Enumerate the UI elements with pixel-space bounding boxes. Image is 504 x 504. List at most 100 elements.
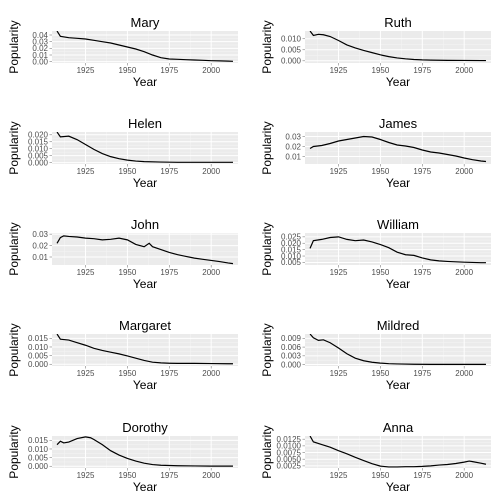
series-line-john xyxy=(56,235,234,265)
x-tick-label: 1975 xyxy=(160,471,178,480)
series-line-ruth xyxy=(309,31,486,62)
y-tick-label: 0.010 xyxy=(28,343,49,352)
panel-title: Dorothy xyxy=(122,420,168,435)
x-tick-label: 1950 xyxy=(372,268,390,277)
plot-background xyxy=(52,436,238,468)
y-tick-label: 0.01 xyxy=(32,51,48,60)
x-tick-label: 2000 xyxy=(202,167,220,176)
x-axis-title: Year xyxy=(133,176,157,190)
x-axis-title: Year xyxy=(386,75,410,89)
plot-background xyxy=(305,233,491,265)
y-tick-label: 0.010 xyxy=(281,252,302,261)
y-tick-label: 0.020 xyxy=(281,239,302,248)
x-tick-label: 2000 xyxy=(202,369,220,378)
y-tick-label: 0.04 xyxy=(32,31,48,40)
x-axis-title: Year xyxy=(386,277,410,291)
plot-background xyxy=(52,132,238,164)
y-tick-label: 0.010 xyxy=(28,144,49,153)
x-tick-label: 1975 xyxy=(413,268,431,277)
panel-title: William xyxy=(377,217,419,232)
series-line-helen xyxy=(56,132,233,163)
x-tick-label: 2000 xyxy=(455,369,473,378)
y-tick-label: 0.015 xyxy=(28,436,49,445)
y-tick-label: 0.03 xyxy=(32,230,48,239)
y-axis-title: Popularity xyxy=(260,323,274,376)
x-tick-label: 2000 xyxy=(202,268,220,277)
panel-title: Mildred xyxy=(377,318,420,333)
x-axis-title: Year xyxy=(386,480,410,494)
x-tick-label: 2000 xyxy=(202,66,220,75)
y-tick-label: 0.005 xyxy=(28,351,49,360)
x-tick-label: 1925 xyxy=(77,471,95,480)
y-tick-label: 0.0100 xyxy=(277,442,302,451)
panel-title: Ruth xyxy=(384,15,411,30)
x-tick-label: 1950 xyxy=(119,471,137,480)
x-tick-label: 1950 xyxy=(372,66,390,75)
x-tick-label: 1975 xyxy=(160,167,178,176)
panel-james: 1925 1950 1975 2000 0.010.020.03 James Year Pop… xyxy=(260,116,491,190)
y-tick-label: 0.000 xyxy=(28,158,49,167)
y-tick-label: 0.00 xyxy=(32,57,48,66)
y-tick-label: 0.005 xyxy=(28,151,49,160)
y-tick-label: 0.005 xyxy=(28,453,49,462)
x-tick-label: 1925 xyxy=(77,167,95,176)
x-tick-label: 1950 xyxy=(372,369,390,378)
y-tick-label: 0.025 xyxy=(281,233,302,242)
y-tick-label: 0.000 xyxy=(281,360,302,369)
y-tick-label: 0.0125 xyxy=(277,435,302,444)
panel-title: John xyxy=(131,217,159,232)
y-axis-title: Popularity xyxy=(260,20,274,73)
x-tick-label: 2000 xyxy=(202,471,220,480)
x-tick-label: 1975 xyxy=(160,369,178,378)
plot-background xyxy=(305,436,491,468)
x-tick-label: 1925 xyxy=(330,268,348,277)
y-tick-label: 0.000 xyxy=(28,360,49,369)
series-line-mary xyxy=(56,31,233,62)
y-tick-label: 0.01 xyxy=(32,253,48,262)
x-tick-label: 1975 xyxy=(413,66,431,75)
y-tick-label: 0.02 xyxy=(32,44,48,53)
series-line-anna xyxy=(309,436,487,468)
y-tick-label: 0.01 xyxy=(285,152,301,161)
y-axis-title: Popularity xyxy=(260,121,274,174)
x-tick-label: 1925 xyxy=(330,66,348,75)
x-axis-title: Year xyxy=(386,378,410,392)
x-tick-label: 2000 xyxy=(455,268,473,277)
panel-title: Margaret xyxy=(119,318,171,333)
y-tick-label: 0.009 xyxy=(281,334,302,343)
y-tick-label: 0.006 xyxy=(281,343,302,352)
x-tick-label: 1975 xyxy=(160,268,178,277)
x-tick-label: 1950 xyxy=(119,66,137,75)
x-tick-label: 2000 xyxy=(455,167,473,176)
y-tick-label: 0.005 xyxy=(281,46,302,55)
y-tick-label: 0.02 xyxy=(285,142,301,151)
x-tick-label: 1975 xyxy=(160,66,178,75)
series-line-james xyxy=(309,135,487,163)
series-line-margaret xyxy=(56,334,233,365)
series-line-dorothy xyxy=(56,436,233,467)
panel-john: 1925 1950 1975 2000 0.01 0.02 0.03 John Year Popu… xyxy=(7,217,238,291)
y-axis-title: Popularity xyxy=(260,222,274,275)
y-tick-label: 0.000 xyxy=(28,462,49,471)
y-tick-label: 0.03 xyxy=(32,37,48,46)
x-axis-title: Year xyxy=(133,75,157,89)
y-axis-title: Popularity xyxy=(7,121,21,174)
panel-title: Anna xyxy=(383,420,414,435)
x-tick-label: 1950 xyxy=(372,471,390,480)
x-tick-label: 1925 xyxy=(77,268,95,277)
x-tick-label: 1975 xyxy=(413,369,431,378)
x-axis-title: Year xyxy=(133,480,157,494)
x-axis-title: Year xyxy=(133,277,157,291)
y-tick-label: 0.03 xyxy=(285,132,301,141)
x-tick-label: 1975 xyxy=(413,471,431,480)
plot-background xyxy=(305,132,491,164)
x-tick-label: 1975 xyxy=(413,167,431,176)
x-tick-label: 2000 xyxy=(455,471,473,480)
x-tick-label: 1925 xyxy=(330,369,348,378)
y-axis-title: Popularity xyxy=(7,323,21,376)
panel-anna: 1925 1950 1975 2000 0.00250.00500.00750.0100… xyxy=(260,420,491,494)
y-tick-label: 0.015 xyxy=(28,334,49,343)
panel-title: Helen xyxy=(128,116,162,131)
